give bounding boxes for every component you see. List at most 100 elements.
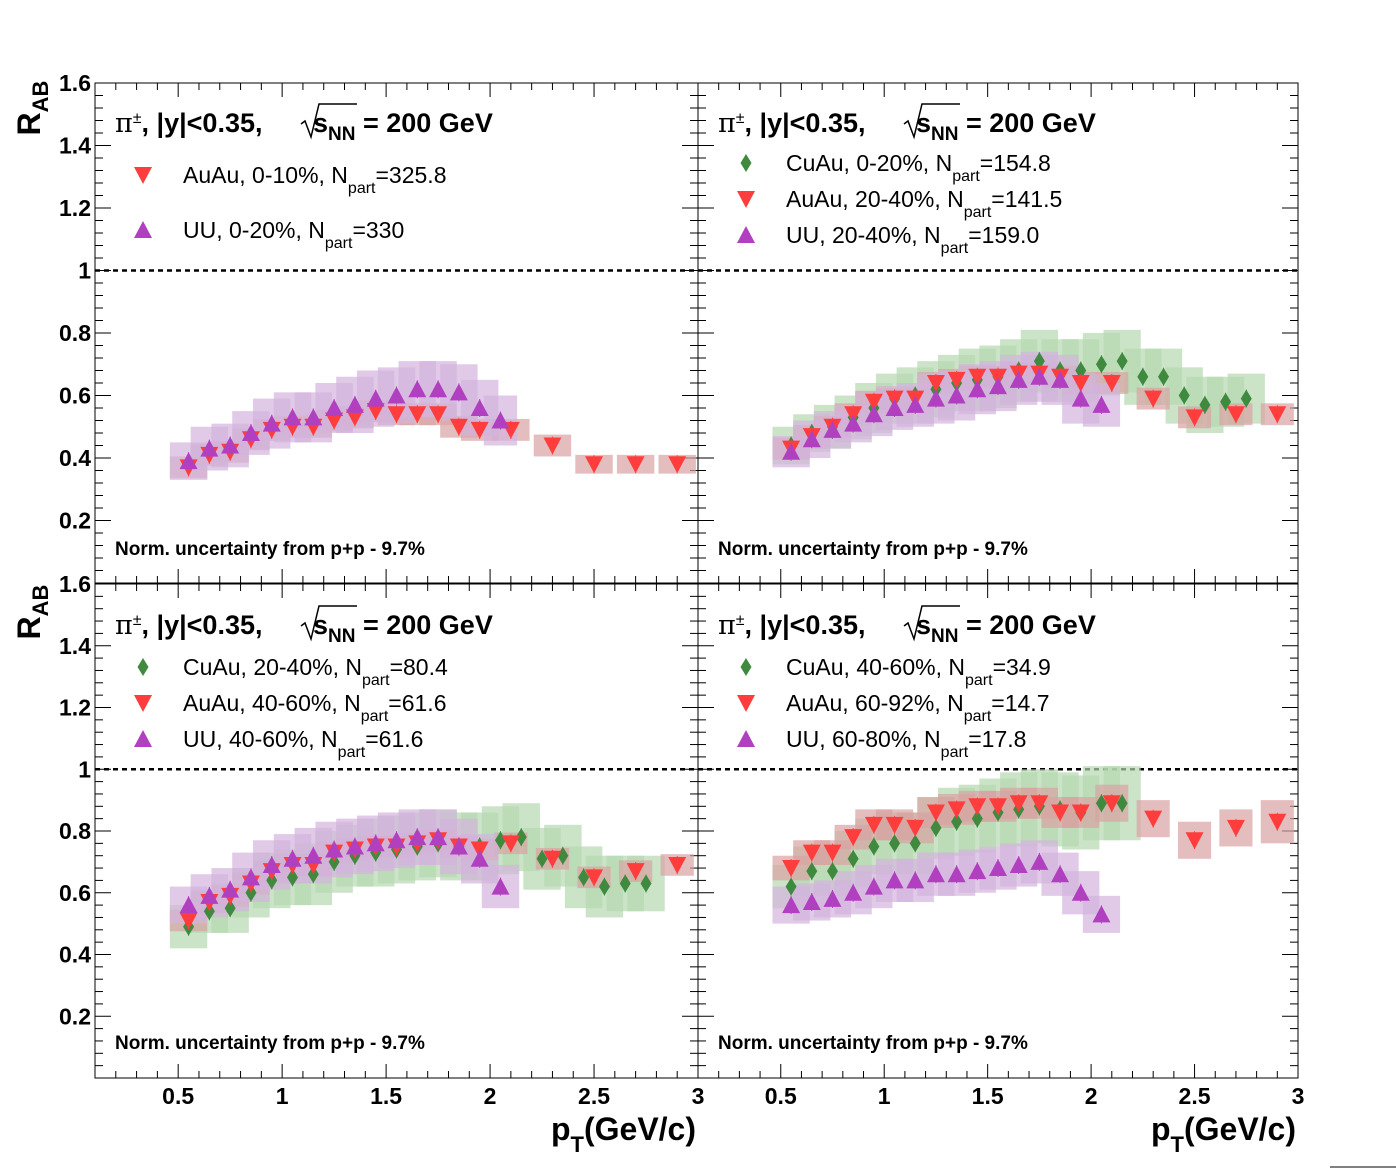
title-sup: ± bbox=[736, 110, 745, 127]
cuau-point bbox=[1158, 367, 1170, 386]
uu-point bbox=[470, 399, 489, 416]
legend-tail: =61.6 bbox=[365, 726, 423, 752]
x-tick-label: 0.5 bbox=[162, 1083, 194, 1109]
y-tick-label: 1.6 bbox=[59, 70, 91, 96]
legend-entry: UU, 60-80%, Npart=17.8 bbox=[786, 726, 1026, 761]
uu-point bbox=[325, 399, 344, 416]
cuau-point bbox=[245, 883, 257, 902]
legend-tail: =141.5 bbox=[991, 186, 1062, 212]
legend-tail: =14.7 bbox=[991, 690, 1049, 716]
title-sup: ± bbox=[133, 612, 142, 629]
legend-entry: UU, 0-20%, Npart=330 bbox=[183, 217, 404, 252]
data-markers bbox=[782, 794, 1287, 924]
norm-uncertainty-note: Norm. uncertainty from p+p - 9.7% bbox=[718, 1033, 1028, 1054]
title-sup: ± bbox=[133, 110, 142, 127]
uu-point bbox=[179, 896, 198, 914]
panel-bottom-left: π±, |y|<0.35, sNN = 200 GeV CuAu, 20-40%,… bbox=[11, 571, 704, 1157]
auau-point bbox=[543, 437, 562, 455]
legend-tail: =34.9 bbox=[993, 654, 1051, 680]
cuau-point bbox=[536, 849, 548, 868]
legend-name: UU, 60-80%, N bbox=[786, 726, 941, 752]
auau-point bbox=[885, 816, 904, 834]
title-pi: π bbox=[115, 610, 133, 641]
xlabel-units: (GeV/c) bbox=[1184, 1111, 1296, 1147]
uu-point bbox=[1092, 395, 1111, 413]
legend-name: CuAu, 0-20%, N bbox=[786, 150, 952, 176]
auau-point bbox=[1268, 813, 1287, 831]
title-s: s bbox=[313, 610, 328, 640]
legend-marker bbox=[134, 167, 152, 184]
y-tick-label: 1.4 bbox=[59, 133, 91, 159]
uu-point bbox=[449, 837, 468, 855]
x-tick-label: 2.5 bbox=[578, 1083, 610, 1109]
uu-point bbox=[470, 849, 489, 867]
sqrt-sign bbox=[300, 605, 357, 642]
legend-marker bbox=[134, 221, 152, 238]
uu-point bbox=[782, 442, 801, 460]
uu-point bbox=[844, 883, 863, 901]
uu-point bbox=[968, 862, 987, 880]
auau-point bbox=[543, 850, 562, 868]
uu-point bbox=[926, 865, 945, 883]
uu-point bbox=[408, 828, 427, 846]
title-s: s bbox=[916, 610, 931, 640]
sqrt-sign bbox=[300, 103, 357, 140]
y-tick-label: 0.4 bbox=[59, 445, 91, 471]
legend-sub: part bbox=[964, 204, 992, 221]
legend-sub: part bbox=[941, 744, 969, 761]
legend-entry: UU, 20-40%, Npart=159.0 bbox=[786, 222, 1039, 257]
title-gev: = 200 GeV bbox=[355, 108, 492, 138]
legend-name: UU, 40-60%, N bbox=[183, 726, 338, 752]
cuau-point bbox=[1240, 389, 1252, 408]
auau-point bbox=[1102, 375, 1121, 392]
x-axis-label: pT(GeV/c) bbox=[1151, 1111, 1296, 1157]
auau-point bbox=[1185, 832, 1204, 850]
title-rapidity: , |y|<0.35, bbox=[142, 610, 263, 640]
uu-point bbox=[864, 877, 883, 895]
xlabel-units: (GeV/c) bbox=[584, 1111, 696, 1147]
uu-point bbox=[200, 886, 219, 904]
auau-point bbox=[844, 829, 863, 847]
auau-point bbox=[429, 406, 448, 424]
y-tick-label: 1.2 bbox=[59, 695, 91, 721]
legend-sub: part bbox=[338, 744, 366, 761]
uu-point bbox=[864, 405, 883, 423]
axis-ticks bbox=[94, 82, 699, 584]
y-tick-label: 0.8 bbox=[59, 320, 91, 346]
title-nn: NN bbox=[931, 124, 958, 145]
cuau-point bbox=[619, 874, 631, 893]
auau-point bbox=[1051, 804, 1070, 822]
uu-point bbox=[947, 386, 966, 404]
uu-point bbox=[989, 859, 1007, 877]
y-tick-label: 1.6 bbox=[59, 571, 91, 597]
uu-point bbox=[885, 871, 904, 889]
uu-point bbox=[491, 877, 510, 895]
cuau-point bbox=[203, 902, 215, 921]
cuau-point bbox=[1116, 794, 1128, 813]
y-tick-label: 1 bbox=[78, 258, 91, 284]
uu-point bbox=[1009, 370, 1028, 388]
uu-point bbox=[926, 389, 945, 407]
auau-point bbox=[926, 375, 945, 392]
auau-point bbox=[864, 816, 883, 834]
legend-sub: part bbox=[941, 240, 969, 257]
data-markers bbox=[782, 352, 1287, 461]
ylabel-r: R bbox=[11, 616, 47, 639]
uu-point bbox=[823, 420, 842, 438]
legend-sub: part bbox=[965, 672, 993, 689]
auau-point bbox=[626, 863, 645, 881]
x-tick-label: 1.5 bbox=[370, 1083, 402, 1109]
auau-point bbox=[947, 801, 966, 819]
auau-point bbox=[585, 869, 604, 887]
cuau-point bbox=[1095, 794, 1107, 813]
norm-uncertainty-note: Norm. uncertainty from p+p - 9.7% bbox=[718, 539, 1028, 560]
uu-point bbox=[429, 828, 448, 846]
uu-point bbox=[1030, 367, 1049, 385]
uu-point bbox=[906, 395, 925, 413]
y-tick-label: 0.2 bbox=[59, 508, 91, 534]
panel-title: π±, |y|<0.35, bbox=[115, 108, 262, 139]
legend-tail: =80.4 bbox=[390, 654, 448, 680]
uu-point bbox=[823, 889, 842, 907]
legend-marker bbox=[134, 695, 152, 712]
